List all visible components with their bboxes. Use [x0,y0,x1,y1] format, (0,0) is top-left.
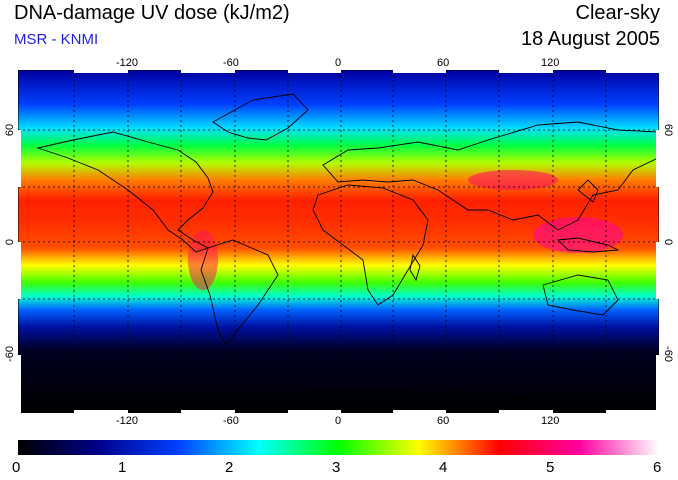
date-label: 18 August 2005 [520,28,660,50]
colorbar-gradient [18,440,659,455]
lon-tick-bottom-120: 120 [541,415,560,427]
lon-tick-top-60: 60 [437,57,450,69]
colorbar-label-4: 4 [439,459,448,476]
graticule [18,70,659,413]
frame-scale-segments [18,70,659,413]
lat-tick-right-0: 0 [662,238,674,246]
colorbar-label-0: 0 [12,459,21,476]
lon-tick-top-minus60: -60 [223,57,239,69]
lat-tick-left-0: 0 [4,238,16,246]
lat-tick-left-60: 60 [4,123,16,137]
lon-tick-bottom-minus120: -120 [116,415,139,427]
lon-tick-bottom-60: 60 [437,415,450,427]
lat-tick-left-minus60: -60 [4,346,16,362]
sky-condition-label: Clear-sky [575,2,660,24]
colorbar-label-2: 2 [225,459,234,476]
andes-hotspot [188,230,218,290]
colorbar-label-1: 1 [118,459,127,476]
map-title: DNA-damage UV dose (kJ/m2) [14,2,290,24]
source-label: MSR - KNMI [14,31,99,48]
colorbar-label-3: 3 [332,459,341,476]
lat-tick-right-60: 60 [662,123,674,137]
lon-tick-bottom-0: 0 [335,415,342,427]
lon-tick-top-0: 0 [335,57,342,69]
lon-tick-top-minus120: -120 [116,57,139,69]
colorbar-label-6: 6 [653,459,662,476]
colorbar-label-5: 5 [546,459,555,476]
lon-tick-bottom-minus60: -60 [223,415,239,427]
uv-dose-map [18,70,659,413]
lat-tick-right-minus60: -60 [662,346,674,362]
maritime-hotspot [533,217,623,253]
tibet-hotspot [468,170,558,190]
colorbar [18,440,659,455]
lon-tick-top-120: 120 [541,57,560,69]
